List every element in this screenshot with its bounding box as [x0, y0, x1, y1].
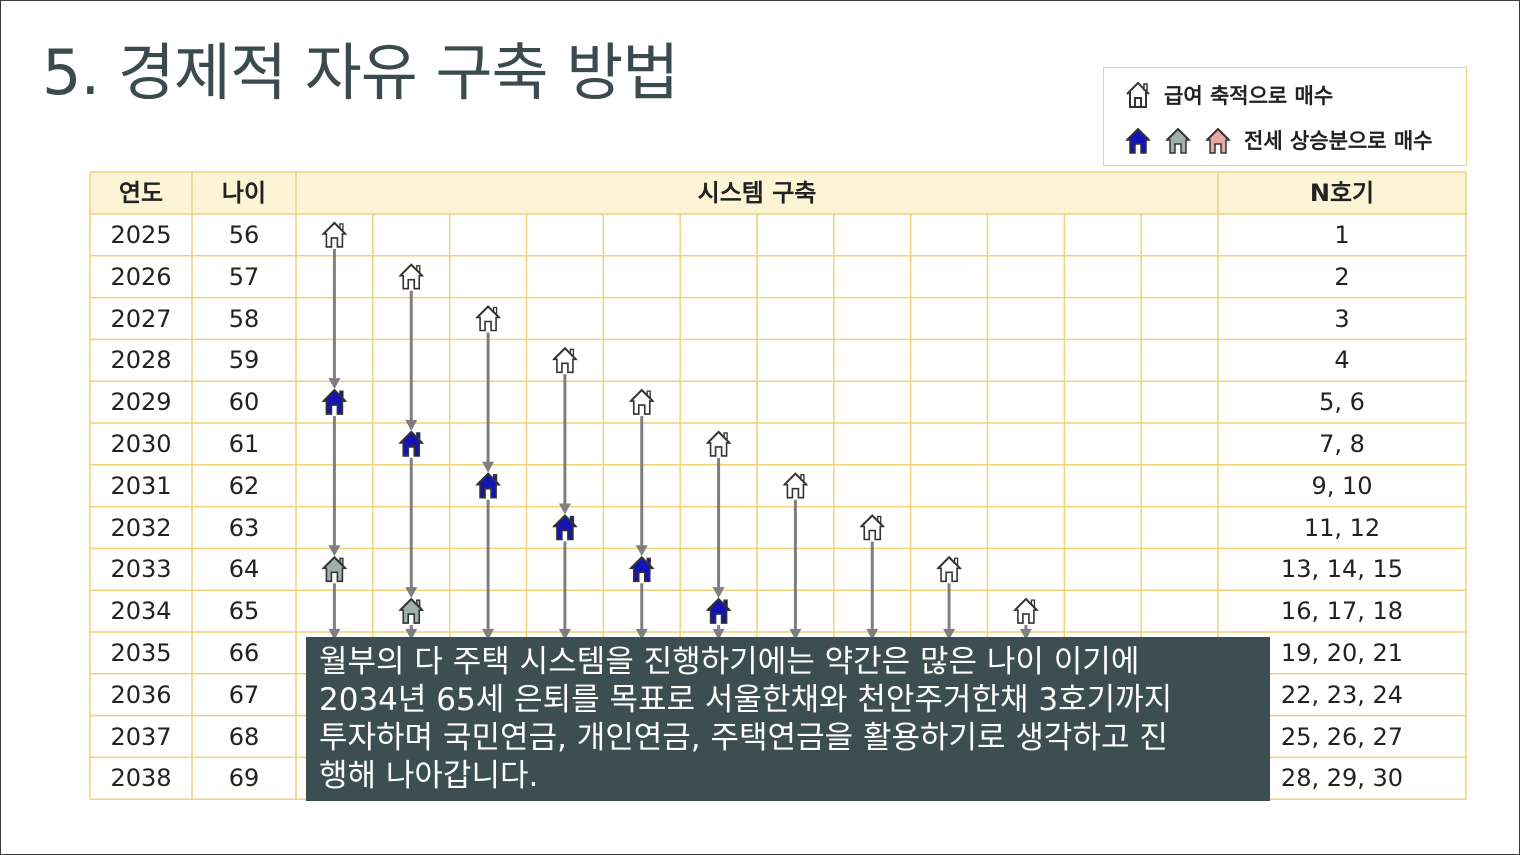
house-outline-icon	[782, 472, 809, 499]
cell-year: 2035	[110, 638, 172, 667]
house-blue-icon	[551, 514, 578, 541]
cell-age: 69	[228, 764, 260, 793]
cell-year: 2037	[110, 722, 172, 751]
house-blue-icon	[705, 597, 732, 624]
cell-year: 2028	[110, 346, 172, 375]
cell-count: 11, 12	[1303, 513, 1381, 542]
house-outline-icon	[475, 305, 502, 332]
cell-year: 2032	[110, 513, 172, 542]
cell-age: 63	[228, 513, 260, 542]
cell-count: 25, 26, 27	[1280, 722, 1404, 751]
house-outline-icon	[1012, 597, 1039, 624]
house-blue-icon	[398, 430, 425, 457]
arrow-head	[866, 628, 879, 640]
arrow-head	[558, 628, 571, 640]
cell-year: 2030	[110, 429, 172, 458]
house-outline-icon	[398, 263, 425, 290]
cell-year: 2027	[110, 304, 172, 333]
arrow-head	[635, 628, 648, 640]
page-title: 5. 경제적 자유 구축 방법	[42, 36, 679, 109]
cell-year: 2026	[110, 262, 172, 291]
cell-age: 66	[228, 638, 260, 667]
house-blue-icon	[628, 555, 655, 583]
cell-age: 59	[228, 346, 260, 375]
house-outline-icon	[321, 221, 348, 248]
overlay-line-1: 월부의 다 주택 시스템을 진행하기에는 약간은 많은 나이 이기에	[319, 644, 1140, 680]
house-gray-icon	[321, 555, 348, 583]
header-year: 연도	[118, 179, 164, 207]
cell-count: 9, 10	[1311, 471, 1373, 500]
cell-age: 67	[228, 680, 260, 709]
cell-count: 1	[1334, 220, 1350, 249]
cell-year: 2025	[110, 220, 172, 249]
cell-count: 22, 23, 24	[1280, 680, 1404, 709]
cell-count: 3	[1334, 304, 1350, 333]
cell-age: 56	[228, 220, 260, 249]
overlay-line-4: 행해 나아갑니다.	[319, 758, 539, 794]
legend-label-salary: 급여 축적으로 매수	[1164, 84, 1334, 108]
header-system: 시스템 구축	[697, 179, 817, 207]
cell-count: 13, 14, 15	[1280, 555, 1404, 584]
cell-count: 4	[1334, 346, 1350, 375]
legend-item-jeonse: 전세 상승분으로 매수	[1124, 126, 1434, 156]
house-pink-icon	[1205, 127, 1231, 154]
arrow-head	[558, 503, 571, 515]
cell-age: 68	[228, 722, 260, 751]
cell-year: 2033	[110, 555, 172, 584]
house-blue-icon	[1125, 127, 1151, 154]
cell-age: 62	[228, 471, 260, 500]
house-blue-icon	[321, 388, 348, 415]
header-count: N호기	[1309, 179, 1375, 207]
house-outline-icon	[1126, 81, 1150, 108]
cell-year: 2031	[110, 471, 172, 500]
cell-age: 60	[228, 388, 260, 417]
arrow-head	[712, 628, 725, 640]
legend-item-salary: 급여 축적으로 매수	[1124, 80, 1333, 110]
cell-count: 5, 6	[1319, 388, 1365, 417]
cell-count: 2	[1334, 262, 1350, 291]
house-gray-icon	[1165, 127, 1191, 154]
arrow-head	[482, 628, 495, 640]
arrow-head	[405, 587, 418, 599]
cell-age: 64	[228, 555, 260, 584]
arrow-head	[328, 628, 341, 640]
house-gray-icon	[398, 597, 425, 624]
overlay-line-2: 2034년 65세 은퇴를 목표로 서울한채와 천안주거한채 3호기까지	[319, 682, 1173, 718]
arrow-head	[1019, 628, 1032, 640]
arrow-head	[789, 628, 802, 640]
cell-year: 2029	[110, 388, 172, 417]
arrow-head	[405, 628, 418, 640]
cell-count: 28, 29, 30	[1280, 764, 1404, 793]
overlay-line-3: 투자하며 국민연금, 개인연금, 주택연금을 활용하기로 생각하고 진	[319, 720, 1168, 756]
legend-box: 급여 축적으로 매수 전세 상승분으로 매수	[1103, 67, 1467, 166]
cell-age: 61	[228, 429, 260, 458]
house-blue-icon	[475, 472, 502, 499]
arrow-head	[712, 587, 725, 599]
cell-age: 57	[228, 262, 260, 291]
arrow-head	[328, 545, 341, 557]
house-outline-icon	[936, 555, 963, 583]
house-outline-icon	[551, 346, 578, 374]
cell-age: 65	[228, 597, 260, 626]
header-age: 나이	[221, 179, 267, 207]
cell-year: 2038	[110, 764, 172, 793]
cell-year: 2034	[110, 597, 172, 626]
description-overlay: 월부의 다 주택 시스템을 진행하기에는 약간은 많은 나이 이기에 2034년…	[306, 637, 1270, 801]
arrow-head	[482, 461, 495, 473]
arrow-head	[943, 628, 956, 640]
cell-age: 58	[228, 304, 260, 333]
arrow-head	[635, 545, 648, 557]
cell-count: 7, 8	[1319, 429, 1365, 458]
cell-count: 16, 17, 18	[1280, 597, 1404, 626]
arrow-head	[405, 419, 418, 431]
cell-year: 2036	[110, 680, 172, 709]
legend-label-jeonse: 전세 상승분으로 매수	[1244, 129, 1433, 153]
house-outline-icon	[705, 430, 732, 457]
header-row-bg	[90, 172, 1466, 214]
cell-count: 19, 20, 21	[1280, 638, 1404, 667]
arrow-head	[328, 378, 341, 390]
house-outline-icon	[628, 388, 655, 415]
house-outline-icon	[859, 514, 886, 541]
